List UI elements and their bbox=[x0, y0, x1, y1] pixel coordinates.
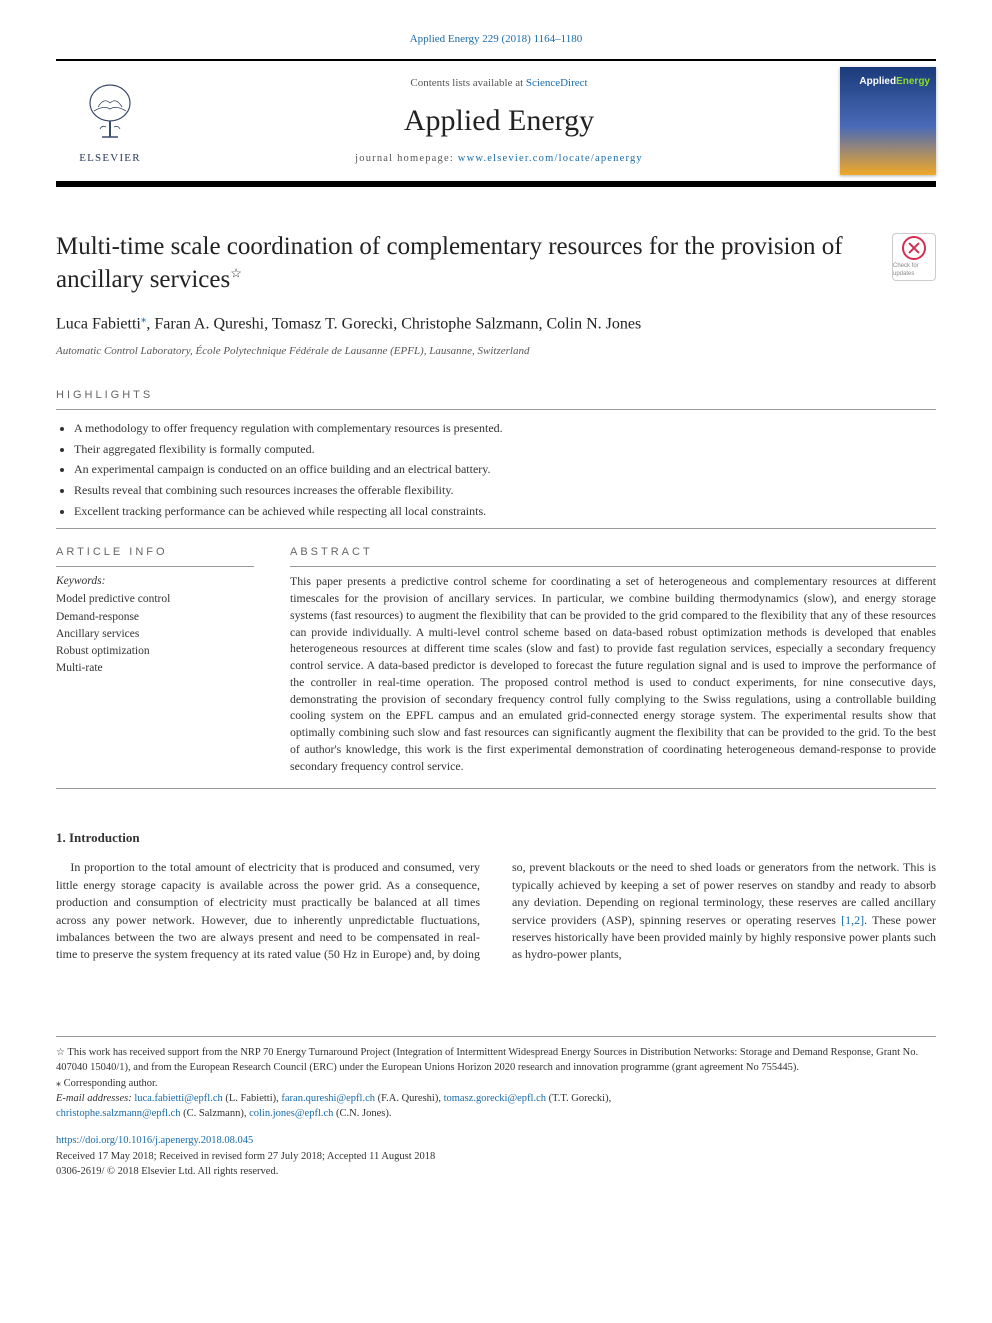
highlight-item: Their aggregated flexibility is formally… bbox=[74, 441, 936, 458]
email-link[interactable]: christophe.salzmann@epfl.ch bbox=[56, 1108, 181, 1119]
email-link[interactable]: colin.jones@epfl.ch bbox=[249, 1108, 333, 1119]
keyword: Ancillary services bbox=[56, 626, 254, 643]
rule bbox=[56, 788, 936, 789]
title-footnote-mark: ☆ bbox=[230, 266, 242, 281]
crossmark-icon bbox=[902, 236, 926, 260]
corresponding-label: Corresponding author. bbox=[64, 1078, 158, 1089]
journal-title: Applied Energy bbox=[404, 100, 594, 142]
keyword: Multi-rate bbox=[56, 660, 254, 677]
authors-rest: , Faran A. Qureshi, Tomasz T. Gorecki, C… bbox=[146, 316, 641, 333]
introduction-section: 1. Introduction In proportion to the tot… bbox=[56, 829, 936, 964]
highlight-item: Excellent tracking performance can be ac… bbox=[74, 503, 936, 520]
highlights-block: A methodology to offer frequency regulat… bbox=[56, 420, 936, 520]
journal-homepage-link[interactable]: www.elsevier.com/locate/apenergy bbox=[458, 153, 643, 164]
email-who: (F.A. Qureshi), bbox=[375, 1093, 444, 1104]
email-who: (C. Salzmann), bbox=[181, 1108, 250, 1119]
crossmark-badge[interactable]: Check for updates bbox=[892, 233, 936, 281]
keywords-label: Keywords: bbox=[56, 573, 254, 589]
journal-reference: Applied Energy 229 (2018) 1164–1180 bbox=[56, 32, 936, 47]
article-info-column: ARTICLE INFO Keywords: Model predictive … bbox=[56, 535, 254, 774]
homepage-prefix: journal homepage: bbox=[355, 153, 458, 164]
publisher-logo: ELSEVIER bbox=[56, 61, 164, 181]
cover-label-energy: Energy bbox=[896, 76, 930, 87]
keyword: Robust optimization bbox=[56, 643, 254, 660]
elsevier-tree-icon bbox=[74, 77, 146, 149]
rule bbox=[290, 566, 936, 567]
article-title-text: Multi-time scale coordination of complem… bbox=[56, 233, 843, 293]
funding-footnote: ☆ This work has received support from th… bbox=[56, 1045, 936, 1076]
article-header: Multi-time scale coordination of complem… bbox=[56, 231, 936, 359]
introduction-heading: 1. Introduction bbox=[56, 829, 936, 847]
email-who: (L. Fabietti), bbox=[223, 1093, 282, 1104]
corresponding-mark: ⁎ bbox=[56, 1078, 61, 1089]
article-info-label: ARTICLE INFO bbox=[56, 545, 254, 560]
rule bbox=[56, 528, 936, 529]
funding-mark: ☆ bbox=[56, 1047, 65, 1058]
abstract-label: ABSTRACT bbox=[290, 545, 936, 560]
authors-line: Luca Fabietti⁎, Faran A. Qureshi, Tomasz… bbox=[56, 312, 936, 336]
corresponding-footnote: ⁎ Corresponding author. bbox=[56, 1076, 936, 1092]
introduction-body: In proportion to the total amount of ele… bbox=[56, 859, 936, 963]
email-addresses-line: E-mail addresses: luca.fabietti@epfl.ch … bbox=[56, 1091, 936, 1121]
footnotes-block: ☆ This work has received support from th… bbox=[56, 1036, 936, 1122]
highlight-item: A methodology to offer frequency regulat… bbox=[74, 420, 936, 437]
journal-header-band: ELSEVIER Contents lists available at Sci… bbox=[56, 59, 936, 187]
journal-reference-link[interactable]: Applied Energy 229 (2018) 1164–1180 bbox=[410, 33, 583, 45]
sciencedirect-link[interactable]: ScienceDirect bbox=[526, 77, 588, 89]
doi-block: https://doi.org/10.1016/j.apenergy.2018.… bbox=[56, 1133, 936, 1179]
email-who: (T.T. Gorecki), bbox=[546, 1093, 611, 1104]
contents-available-line: Contents lists available at ScienceDirec… bbox=[410, 76, 587, 91]
copyright-line: 0306-2619/ © 2018 Elsevier Ltd. All righ… bbox=[56, 1166, 278, 1177]
rule bbox=[56, 566, 254, 567]
keyword: Demand-response bbox=[56, 609, 254, 626]
publisher-name: ELSEVIER bbox=[79, 151, 141, 166]
ref-link-1-2[interactable]: [1,2] bbox=[841, 913, 864, 927]
journal-homepage-line: journal homepage: www.elsevier.com/locat… bbox=[355, 152, 643, 167]
funding-text: This work has received support from the … bbox=[56, 1047, 918, 1074]
article-title: Multi-time scale coordination of complem… bbox=[56, 231, 876, 296]
email-link[interactable]: faran.qureshi@epfl.ch bbox=[281, 1093, 375, 1104]
cover-label: AppliedEnergy bbox=[859, 75, 930, 89]
email-label: E-mail addresses: bbox=[56, 1093, 134, 1104]
abstract-column: ABSTRACT This paper presents a predictiv… bbox=[290, 535, 936, 774]
header-center: Contents lists available at ScienceDirec… bbox=[164, 61, 834, 181]
highlight-item: An experimental campaign is conducted on… bbox=[74, 461, 936, 478]
highlights-label: HIGHLIGHTS bbox=[56, 388, 936, 403]
email-who: (C.N. Jones). bbox=[333, 1108, 391, 1119]
highlight-item: Results reveal that combining such resou… bbox=[74, 482, 936, 499]
cover-label-applied: Applied bbox=[859, 76, 896, 87]
affiliation: Automatic Control Laboratory, École Poly… bbox=[56, 344, 936, 359]
email-link[interactable]: tomasz.gorecki@epfl.ch bbox=[444, 1093, 546, 1104]
intro-paragraph-1b: compensated in real-time to preserve the… bbox=[56, 860, 936, 961]
author-1: Luca Fabietti bbox=[56, 316, 141, 333]
crossmark-label: Check for updates bbox=[893, 262, 935, 279]
doi-link[interactable]: https://doi.org/10.1016/j.apenergy.2018.… bbox=[56, 1135, 253, 1146]
abstract-text: This paper presents a predictive control… bbox=[290, 573, 936, 774]
email-link[interactable]: luca.fabietti@epfl.ch bbox=[134, 1093, 222, 1104]
contents-prefix: Contents lists available at bbox=[410, 77, 525, 89]
keyword: Model predictive control bbox=[56, 591, 254, 608]
keywords-list: Model predictive control Demand-response… bbox=[56, 591, 254, 677]
received-line: Received 17 May 2018; Received in revise… bbox=[56, 1151, 435, 1162]
rule bbox=[56, 409, 936, 410]
journal-cover-thumbnail: AppliedEnergy bbox=[840, 67, 936, 175]
